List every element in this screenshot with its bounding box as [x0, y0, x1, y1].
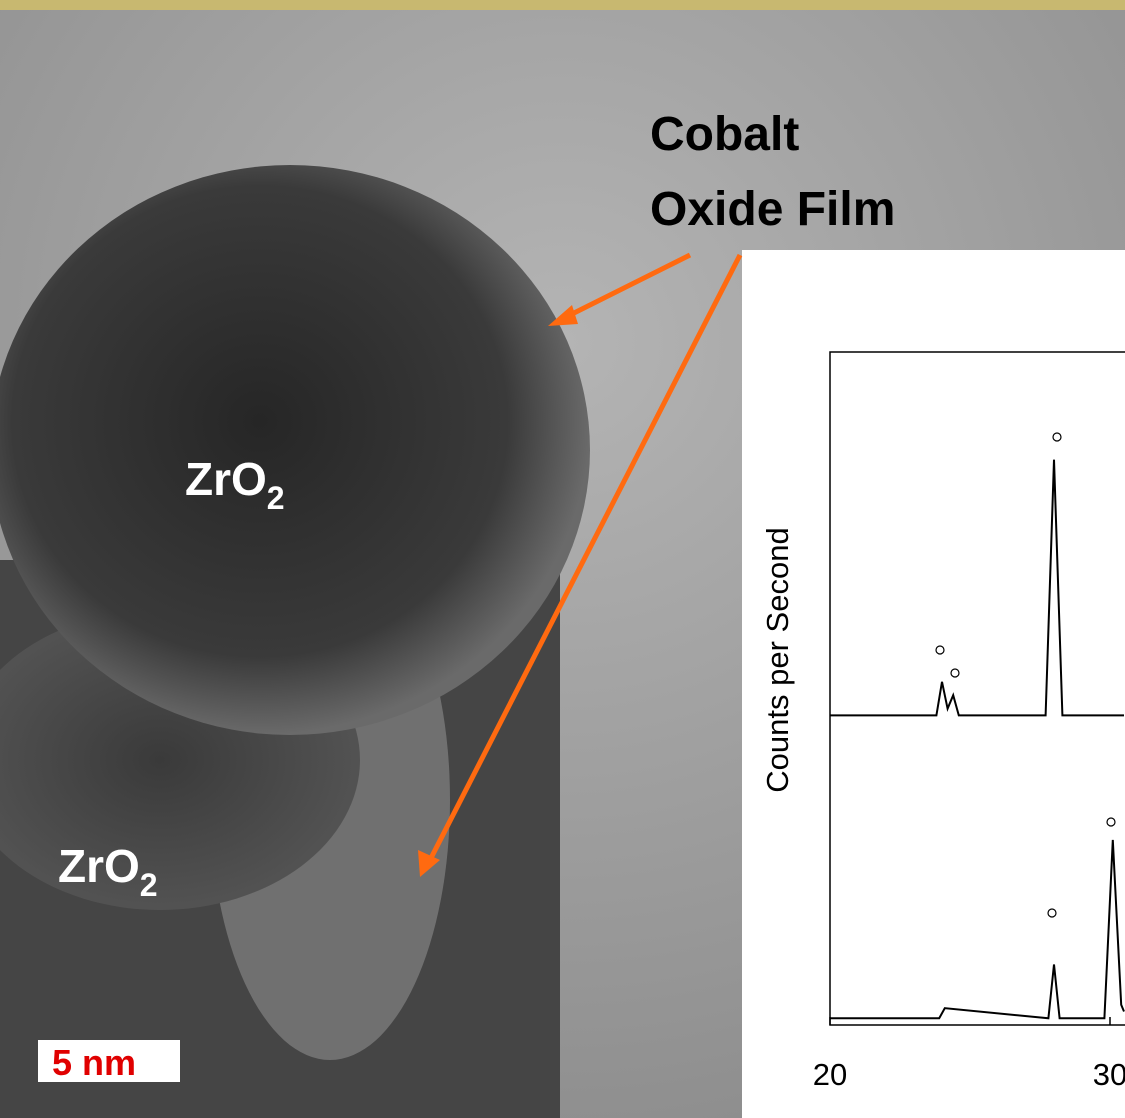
annotation: Cobalt — [650, 108, 799, 161]
scale-bar: 5 nm — [52, 1042, 136, 1083]
label-sub: 2 — [267, 480, 285, 516]
x-tick-label: 30 — [1093, 1057, 1125, 1092]
page: Cobalt Oxide Film ZrO2 ZrO2 5 nm Counts … — [0, 0, 1125, 1118]
upper-particle — [0, 165, 590, 735]
label-main: ZrO — [185, 453, 267, 505]
y-axis-label: Counts per Second — [760, 527, 795, 792]
label-main: ZrO — [58, 840, 140, 892]
xrd-panel — [742, 250, 1125, 1118]
x-tick-label: 20 — [813, 1057, 847, 1092]
slide: Cobalt Oxide Film ZrO2 ZrO2 5 nm Counts … — [0, 0, 1125, 1118]
label-sub: 2 — [140, 867, 158, 903]
annotation: Oxide Film — [650, 183, 895, 236]
